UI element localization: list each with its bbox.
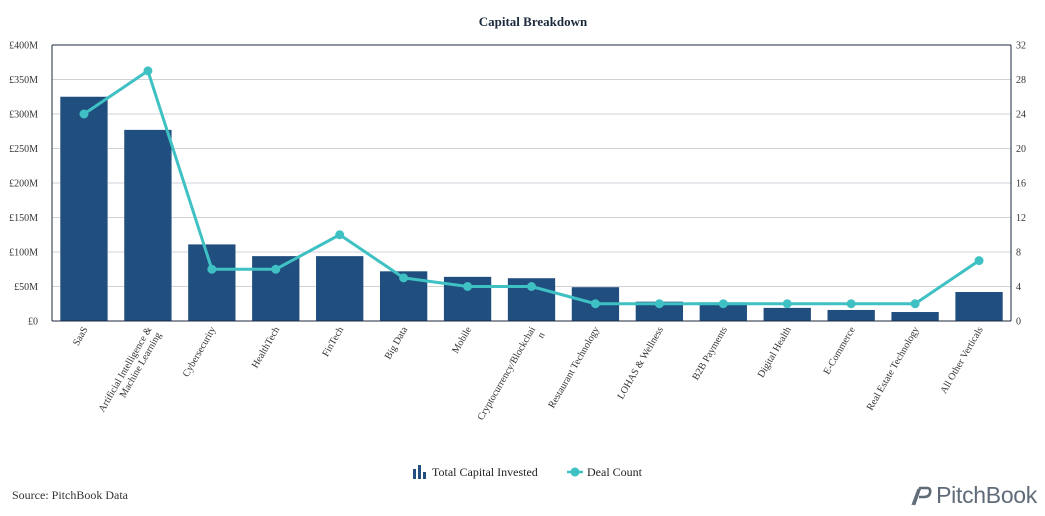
line-point[interactable] <box>399 273 409 283</box>
x-tick-label: Digital Health <box>756 325 794 380</box>
x-tick-label-line: Artificial Intelligence & <box>97 325 155 414</box>
line-point[interactable] <box>974 256 984 266</box>
x-tick-label: Restaurant Technology <box>546 325 602 410</box>
x-tick-label-line: HealthTech <box>250 325 283 370</box>
x-tick-label-line: E-Commerce <box>822 325 858 377</box>
x-tick-label-line: Cryptocurrency/Blockchai <box>476 325 539 423</box>
legend-item-bar[interactable]: Total Capital Invested <box>413 465 538 479</box>
x-tick-label: Real Estate Technology <box>865 325 922 412</box>
x-tick-label: Artificial Intelligence &Machine Learnin… <box>97 325 164 414</box>
bar[interactable] <box>635 301 684 321</box>
y-left-tick-label: £250M <box>9 144 38 155</box>
line-point[interactable] <box>846 299 856 309</box>
pitchbook-logo: PitchBook <box>910 482 1037 509</box>
x-tick-label-line: FinTech <box>320 325 346 359</box>
bar[interactable] <box>955 292 1003 321</box>
logo-text: PitchBook <box>936 482 1037 508</box>
line-marker-icon <box>567 467 583 477</box>
y-right-tick-label: 8 <box>1016 248 1021 259</box>
x-tick-label-line: Big Data <box>383 325 411 362</box>
line-series <box>79 66 984 309</box>
y-left-tick-label: £350M <box>9 75 38 86</box>
x-tick-label-line: Cybersecurity <box>181 325 219 379</box>
line-point[interactable] <box>910 299 920 309</box>
x-tick-label-line: SaaS <box>71 325 91 348</box>
x-tick-label-line: n <box>536 331 548 341</box>
line-point[interactable] <box>143 66 153 76</box>
y-left-tick-label: £400M <box>9 41 38 52</box>
bar[interactable] <box>763 307 811 321</box>
y-left-tick-label: £300M <box>9 110 38 121</box>
line-point[interactable] <box>718 299 728 309</box>
x-tick-label: SaaS <box>71 325 91 348</box>
x-tick-label-line: All Other Verticals <box>938 325 985 396</box>
y-right-tick-label: 24 <box>1016 110 1026 121</box>
legend-item-line[interactable]: Deal Count <box>567 465 643 479</box>
y-left-tick-label: £0 <box>28 317 38 328</box>
line-point[interactable] <box>463 282 473 291</box>
x-tick-label: Mobile <box>450 325 474 356</box>
line-point[interactable] <box>335 230 345 240</box>
line-point[interactable] <box>782 299 792 309</box>
y-right-tick-label: 0 <box>1016 317 1021 328</box>
legend: Total Capital Invested Deal Count <box>413 465 643 479</box>
bar[interactable] <box>60 96 108 321</box>
x-tick-label: B2B Payments <box>691 325 730 382</box>
x-tick-label-line: Restaurant Technology <box>546 325 602 410</box>
y-right-tick-label: 4 <box>1016 282 1021 293</box>
line-point[interactable] <box>207 264 217 274</box>
x-tick-label-line: Digital Health <box>756 325 794 380</box>
x-tick-label: LOHAS & Wellness <box>616 325 666 401</box>
bar[interactable] <box>124 129 172 321</box>
y-left-tick-label: £150M <box>9 213 38 224</box>
bar[interactable] <box>827 309 875 321</box>
bar[interactable] <box>699 302 747 321</box>
y-right-tick-label: 20 <box>1016 144 1026 155</box>
deal-count-line <box>83 69 980 306</box>
x-tick-label: All Other Verticals <box>938 325 985 396</box>
bar[interactable] <box>316 256 364 321</box>
legend-label-bar: Total Capital Invested <box>432 465 538 479</box>
legend-label-line: Deal Count <box>587 465 643 479</box>
y-right-tick-label: 32 <box>1016 41 1026 52</box>
line-point[interactable] <box>527 282 536 291</box>
y-left-tick-label: £50M <box>14 282 38 293</box>
x-tick-label: HealthTech <box>250 325 283 370</box>
x-tick-label-line: Real Estate Technology <box>865 325 922 412</box>
y-right-tick-label: 28 <box>1016 75 1026 86</box>
source-note: Source: PitchBook Data <box>12 488 128 502</box>
x-tick-label: FinTech <box>320 325 346 359</box>
line-point[interactable] <box>79 109 89 119</box>
chart-title: Capital Breakdown <box>479 14 588 29</box>
x-tick-label: Cybersecurity <box>181 325 219 379</box>
line-point[interactable] <box>271 264 281 274</box>
y-right-tick-label: 16 <box>1016 179 1026 190</box>
line-point[interactable] <box>654 299 664 309</box>
bar[interactable] <box>891 312 939 321</box>
x-tick-label-line: B2B Payments <box>691 325 730 382</box>
x-tick-label: Big Data <box>383 325 411 362</box>
y-left-tick-label: £200M <box>9 179 38 190</box>
pitchbook-logo-icon <box>911 486 932 505</box>
bar-chart-icon <box>413 465 426 479</box>
x-tick-label-line: LOHAS & Wellness <box>616 325 666 401</box>
line-point[interactable] <box>590 299 600 309</box>
y-right-tick-label: 12 <box>1016 213 1026 224</box>
x-tick-label: E-Commerce <box>822 325 858 377</box>
y-left-tick-label: £100M <box>9 248 38 259</box>
bar-series <box>60 96 1003 321</box>
bar[interactable] <box>188 244 236 321</box>
x-tick-label-line: Mobile <box>450 325 474 356</box>
